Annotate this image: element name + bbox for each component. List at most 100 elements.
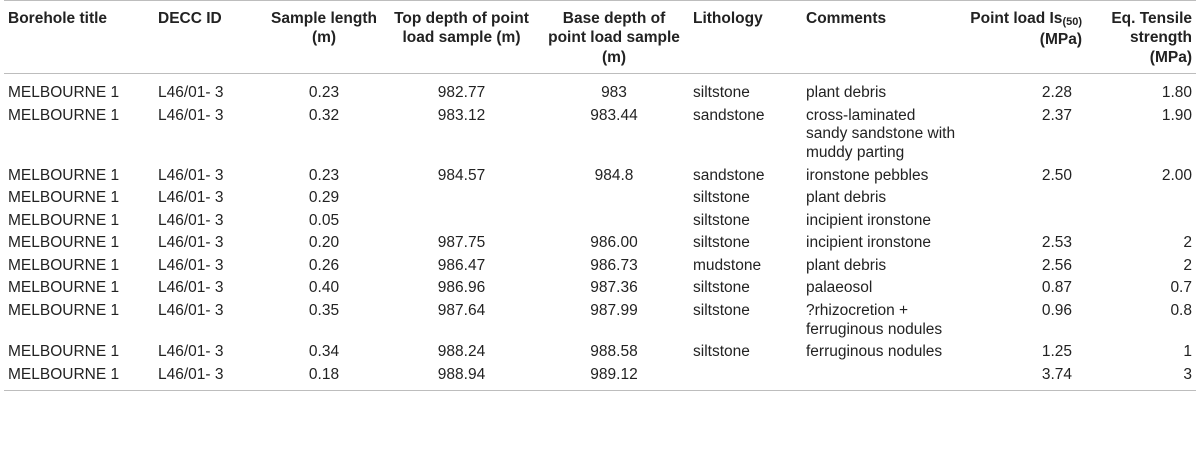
cell-point-load bbox=[964, 209, 1086, 232]
cell-borehole: MELBOURNE 1 bbox=[8, 166, 120, 184]
cell-point-load: 2.50 bbox=[1041, 166, 1072, 184]
cell-point-load: 2.37 bbox=[1041, 106, 1072, 124]
cell-lithology: siltstone bbox=[693, 279, 750, 297]
cell-decc-id: L46/01- 3 bbox=[158, 256, 224, 274]
cell-comments: palaeosol bbox=[806, 279, 873, 297]
cell-comments bbox=[802, 362, 964, 392]
cell-top-depth: 986.47 bbox=[437, 256, 486, 274]
header-point-load-subscript: (50) bbox=[1062, 16, 1082, 28]
cell-top-depth: 982.77 bbox=[437, 84, 486, 102]
cell-borehole: MELBOURNE 1 bbox=[8, 343, 120, 361]
cell-lithology bbox=[689, 362, 802, 392]
cell-top-depth: 986.96 bbox=[437, 279, 486, 297]
cell-comments: ironstone pebbles bbox=[806, 166, 929, 184]
table-row: MELBOURNE 1 L46/01- 3 0.29 siltstone plant d… bbox=[4, 186, 1196, 209]
cell-tensile-strength: 0.7 bbox=[1170, 279, 1192, 297]
cell-comments: plant debris bbox=[806, 256, 887, 274]
cell-top-depth: 988.94 bbox=[384, 362, 539, 392]
cell-point-load bbox=[964, 186, 1086, 209]
cell-base-depth: 984.8 bbox=[594, 166, 634, 184]
cell-point-load: 2.53 bbox=[1041, 234, 1072, 252]
header-tensile-strength: Eq. Tensile strength (MPa) bbox=[1086, 0, 1196, 75]
cell-tensile-strength: 2 bbox=[1183, 234, 1192, 252]
cell-borehole: MELBOURNE 1 bbox=[4, 362, 154, 392]
cell-lithology: siltstone bbox=[693, 343, 750, 361]
cell-comments: plant debris bbox=[806, 189, 887, 207]
cell-comments: cross-laminated sandy sandstone with mud… bbox=[806, 106, 956, 161]
header-top-depth: Top depth of point load sample (m) bbox=[384, 0, 539, 75]
header-decc-id: DECC ID bbox=[154, 0, 264, 75]
cell-decc-id: L46/01- 3 bbox=[158, 84, 224, 102]
table-row: MELBOURNE 1 L46/01- 3 0.40 986.96 987.36 silt… bbox=[4, 276, 1196, 299]
cell-base-depth: 983 bbox=[601, 84, 627, 102]
table-row: MELBOURNE 1 L46/01- 3 0.34 988.24 988.58 silt… bbox=[4, 340, 1196, 363]
cell-lithology: mudstone bbox=[693, 256, 762, 274]
cell-point-load: 1.25 bbox=[1041, 343, 1072, 361]
cell-sample-length: 0.35 bbox=[308, 302, 340, 320]
cell-tensile-strength bbox=[1086, 209, 1196, 232]
table-row: MELBOURNE 1 L46/01- 3 0.35 987.64 987.99 silt… bbox=[4, 299, 1196, 340]
table-row: MELBOURNE 1 L46/01- 3 0.26 986.47 986.73 muds… bbox=[4, 254, 1196, 277]
cell-point-load: 2.56 bbox=[1041, 256, 1072, 274]
cell-tensile-strength: 2 bbox=[1183, 256, 1192, 274]
cell-comments: plant debris bbox=[806, 84, 887, 102]
cell-tensile-strength: 2.00 bbox=[1161, 166, 1192, 184]
header-row: Borehole title DECC ID Sample length (m)… bbox=[4, 0, 1196, 75]
cell-lithology: siltstone bbox=[693, 189, 750, 207]
cell-sample-length: 0.40 bbox=[308, 279, 340, 297]
cell-top-depth bbox=[384, 186, 539, 209]
cell-point-load: 0.87 bbox=[1041, 279, 1072, 297]
cell-top-depth: 988.24 bbox=[437, 343, 486, 361]
cell-decc-id: L46/01- 3 bbox=[158, 189, 224, 207]
cell-decc-id: L46/01- 3 bbox=[154, 362, 264, 392]
cell-base-depth: 987.36 bbox=[590, 279, 638, 297]
cell-borehole: MELBOURNE 1 bbox=[8, 189, 120, 207]
header-point-load: Point load Is(50) (MPa) bbox=[964, 0, 1086, 75]
cell-top-depth: 987.75 bbox=[437, 234, 486, 252]
cell-decc-id: L46/01- 3 bbox=[158, 166, 224, 184]
cell-borehole: MELBOURNE 1 bbox=[8, 256, 120, 274]
cell-decc-id: L46/01- 3 bbox=[158, 211, 224, 229]
data-table: Borehole title DECC ID Sample length (m)… bbox=[4, 0, 1196, 392]
cell-point-load: 2.28 bbox=[1041, 84, 1072, 102]
cell-comments: incipient ironstone bbox=[806, 211, 931, 229]
cell-decc-id: L46/01- 3 bbox=[158, 279, 224, 297]
cell-tensile-strength: 3 bbox=[1086, 362, 1196, 392]
cell-borehole: MELBOURNE 1 bbox=[8, 279, 120, 297]
cell-base-depth bbox=[539, 209, 689, 232]
cell-comments: ferruginous nodules bbox=[806, 343, 943, 361]
table-row: MELBOURNE 1 L46/01- 3 0.23 984.57 984.8 sands… bbox=[4, 164, 1196, 187]
header-sample-length: Sample length (m) bbox=[264, 0, 384, 75]
cell-lithology: sandstone bbox=[693, 166, 765, 184]
cell-tensile-strength: 1.80 bbox=[1161, 84, 1192, 102]
cell-tensile-strength: 1 bbox=[1183, 343, 1192, 361]
table-row: MELBOURNE 1 L46/01- 3 0.20 987.75 986.00 silt… bbox=[4, 231, 1196, 254]
cell-sample-length: 0.32 bbox=[308, 106, 340, 124]
cell-borehole: MELBOURNE 1 bbox=[8, 106, 120, 124]
cell-tensile-strength: 1.90 bbox=[1161, 106, 1192, 124]
cell-sample-length: 0.34 bbox=[308, 343, 340, 361]
cell-borehole: MELBOURNE 1 bbox=[8, 302, 120, 320]
cell-base-depth: 987.99 bbox=[590, 302, 638, 320]
cell-decc-id: L46/01- 3 bbox=[158, 106, 224, 124]
cell-base-depth: 989.12 bbox=[539, 362, 689, 392]
table-row: MELBOURNE 1 L46/01- 3 0.32 983.12 983.44 sand… bbox=[4, 104, 1196, 164]
cell-base-depth bbox=[539, 186, 689, 209]
cell-base-depth: 983.44 bbox=[590, 106, 638, 124]
cell-lithology: siltstone bbox=[693, 84, 750, 102]
cell-comments: incipient ironstone bbox=[806, 234, 931, 252]
cell-point-load: 0.96 bbox=[1041, 302, 1072, 320]
cell-decc-id: L46/01- 3 bbox=[158, 302, 224, 320]
cell-top-depth: 984.57 bbox=[437, 166, 486, 184]
cell-sample-length: 0.20 bbox=[308, 234, 340, 252]
cell-lithology: siltstone bbox=[693, 211, 750, 229]
cell-borehole: MELBOURNE 1 bbox=[8, 234, 120, 252]
cell-sample-length: 0.05 bbox=[308, 211, 340, 229]
header-comments: Comments bbox=[802, 0, 964, 75]
header-base-depth: Base depth of point load sample (m) bbox=[539, 0, 689, 75]
cell-sample-length: 0.18 bbox=[264, 362, 384, 392]
cell-tensile-strength bbox=[1086, 186, 1196, 209]
cell-lithology: siltstone bbox=[693, 234, 750, 252]
cell-base-depth: 986.73 bbox=[590, 256, 638, 274]
table-row: MELBOURNE 1 L46/01- 3 0.05 siltstone incipie… bbox=[4, 209, 1196, 232]
